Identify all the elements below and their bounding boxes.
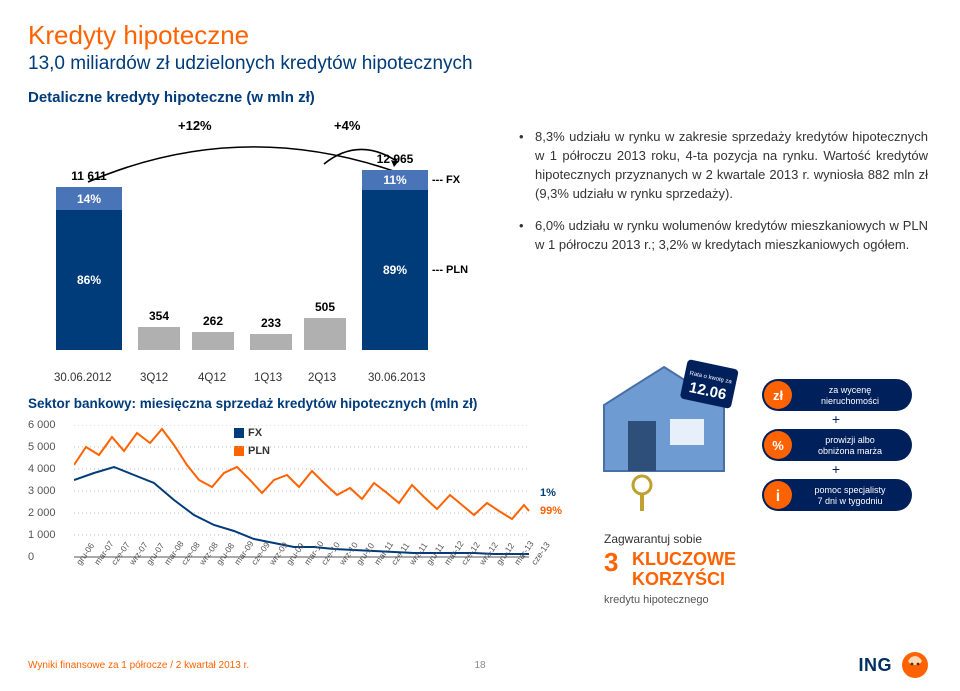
bar-total-1: 354	[138, 309, 180, 323]
bar-total-0: 11 611	[56, 169, 122, 183]
y-tick-6: 0	[28, 551, 34, 563]
delta-yoy: +12%	[178, 118, 212, 133]
period-5: 30.06.2013	[368, 372, 426, 384]
chart1-label: Detaliczne kredyty hipoteczne (w mln zł)	[28, 89, 932, 106]
delta-qoq: +4%	[334, 118, 360, 133]
fx-note: --- FX	[432, 174, 460, 186]
promo-illustration: Rata o kwotę za 12.06 zł za wycenę nier	[588, 355, 928, 620]
bar-total-5: 12 965	[362, 152, 428, 166]
x-axis-ticks: gru-06mar-07cze-07wrz-07gru-07mar-08cze-…	[74, 561, 529, 611]
period-1: 3Q12	[140, 372, 168, 384]
svg-text:obniżona marża: obniżona marża	[818, 446, 882, 456]
end-label-pln: 99%	[540, 505, 562, 517]
svg-text:Zagwarantuj sobie: Zagwarantuj sobie	[604, 532, 702, 546]
pln-note: --- PLN	[432, 264, 468, 276]
svg-text:za wycenę: za wycenę	[829, 385, 872, 395]
bar-4: 505	[304, 318, 346, 350]
y-tick-3: 3 000	[28, 485, 56, 497]
svg-text:i: i	[776, 488, 780, 505]
page-footer: Wyniki finansowe za 1 półrocze / 2 kwart…	[28, 651, 932, 679]
y-tick-2: 4 000	[28, 463, 56, 475]
y-tick-4: 2 000	[28, 507, 56, 519]
bar-5: 12 96511%89%--- FX--- PLN	[362, 170, 428, 350]
bar-0: 11 61114%86%	[56, 187, 122, 350]
sector-line-chart: 6 0005 0004 0003 0002 0001 0000 FX PLN	[28, 423, 588, 613]
bar-total-2: 262	[192, 314, 234, 328]
page-subtitle: 13,0 miliardów zł udzielonych kredytów h…	[28, 53, 932, 75]
period-0: 30.06.2012	[54, 372, 112, 384]
retail-mortgage-chart: +12% +4% 11 61114%86%35426223350512 9651…	[28, 128, 483, 378]
brand-logo: ING	[858, 651, 932, 679]
svg-text:prowizji albo: prowizji albo	[825, 435, 875, 445]
svg-text:+: +	[832, 461, 840, 477]
svg-text:KORZYŚCI: KORZYŚCI	[632, 568, 725, 589]
bar-2: 262	[192, 332, 234, 350]
bar-1: 354	[138, 327, 180, 350]
period-4: 2Q13	[308, 372, 336, 384]
footer-page: 18	[474, 660, 485, 671]
end-label-fx: 1%	[540, 487, 556, 499]
bar-3: 233	[250, 334, 292, 350]
page-title: Kredyty hipoteczne	[28, 20, 932, 51]
y-tick-5: 1 000	[28, 529, 56, 541]
y-tick-0: 6 000	[28, 419, 56, 431]
svg-text:kredytu hipotecznego: kredytu hipotecznego	[604, 594, 709, 606]
y-tick-1: 5 000	[28, 441, 56, 453]
bullet-2: 6,0% udziału w rynku wolumenów kredytów …	[517, 217, 928, 255]
bar-total-4: 505	[304, 300, 346, 314]
svg-text:+: +	[832, 411, 840, 427]
svg-text:%: %	[772, 438, 784, 453]
bullet-1: 8,3% udziału w rynku w zakresie sprzedaż…	[517, 128, 928, 203]
bar-total-3: 233	[250, 316, 292, 330]
svg-text:KLUCZOWE: KLUCZOWE	[632, 549, 736, 569]
svg-text:nieruchomości: nieruchomości	[821, 396, 879, 406]
period-3: 1Q13	[254, 372, 282, 384]
svg-text:zł: zł	[773, 388, 784, 403]
lion-icon	[898, 651, 932, 679]
footer-disclaimer: Wyniki finansowe za 1 półrocze / 2 kwart…	[28, 660, 249, 671]
promo-banner: Rata o kwotę za 12.06 zł za wycenę nier	[588, 355, 932, 620]
bullet-list: 8,3% udziału w rynku w zakresie sprzedaż…	[483, 128, 932, 378]
svg-text:3: 3	[604, 547, 618, 577]
svg-text:7 dni w tygodniu: 7 dni w tygodniu	[817, 496, 882, 506]
period-2: 4Q12	[198, 372, 226, 384]
svg-text:pomoc specjalisty: pomoc specjalisty	[814, 485, 886, 495]
